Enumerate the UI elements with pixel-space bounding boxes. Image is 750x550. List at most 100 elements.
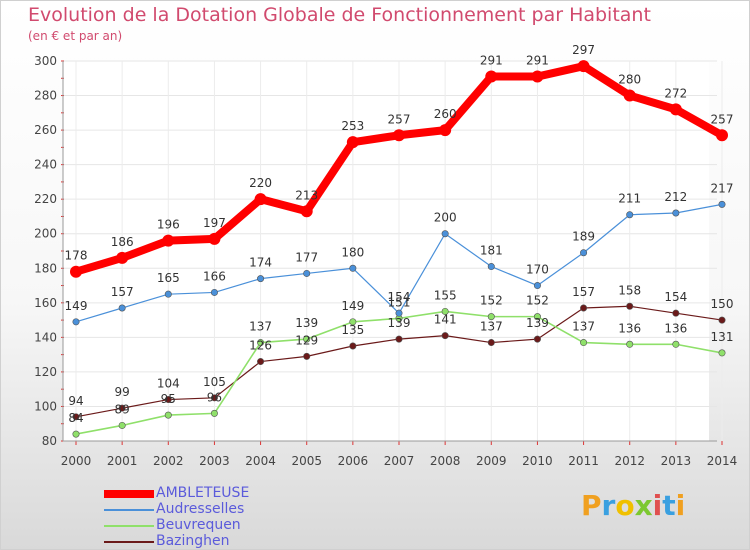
- data-point: [439, 124, 452, 137]
- logo-letter: i: [652, 489, 663, 522]
- data-label: 158: [618, 283, 641, 297]
- data-point: [580, 249, 588, 257]
- data-point: [70, 265, 82, 278]
- data-point: [303, 352, 311, 360]
- data-point: [303, 269, 311, 277]
- data-label: 257: [711, 112, 734, 126]
- data-label: 135: [341, 323, 364, 337]
- data-point: [303, 335, 311, 343]
- data-label: 291: [526, 54, 549, 68]
- data-label: 129: [295, 333, 318, 347]
- data-label: 96: [207, 390, 222, 404]
- data-point: [116, 251, 129, 264]
- data-point: [672, 209, 680, 217]
- y-tick-label: 120: [34, 365, 57, 379]
- legend-label: Beuvrequen: [156, 517, 241, 533]
- x-tick-label: 2014: [707, 454, 738, 468]
- y-tick-label: 140: [34, 330, 57, 344]
- data-label: 213: [295, 188, 318, 202]
- data-point: [718, 200, 726, 208]
- data-point: [349, 342, 357, 350]
- data-label: 149: [341, 299, 364, 313]
- data-point: [485, 70, 498, 83]
- y-tick-label: 100: [34, 399, 57, 413]
- data-point: [533, 313, 541, 321]
- data-point: [349, 318, 357, 326]
- logo-letter: t: [662, 489, 676, 522]
- data-point: [441, 307, 449, 315]
- legend-swatch: [104, 490, 154, 498]
- data-label: 200: [434, 211, 457, 225]
- data-point: [118, 304, 126, 312]
- x-tick-label: 2010: [522, 454, 553, 468]
- data-label: 139: [295, 316, 318, 330]
- data-label: 253: [341, 119, 364, 133]
- data-label: 137: [572, 320, 595, 334]
- data-label: 220: [249, 176, 272, 190]
- data-point: [257, 339, 265, 347]
- data-label: 152: [526, 294, 549, 308]
- x-tick-label: 2011: [568, 454, 599, 468]
- x-tick-label: 2002: [153, 454, 184, 468]
- data-point: [626, 302, 634, 310]
- y-tick-label: 180: [34, 261, 57, 275]
- data-point: [580, 339, 588, 347]
- data-point: [257, 358, 265, 366]
- data-label: 155: [434, 288, 457, 302]
- data-label: 217: [711, 181, 734, 195]
- data-point: [580, 304, 588, 312]
- legend-label: Audresselles: [156, 501, 245, 517]
- data-point: [300, 205, 313, 218]
- chart-title: Evolution de la Dotation Globale de Fonc…: [28, 4, 651, 26]
- data-point: [533, 282, 541, 290]
- data-label: 154: [664, 290, 687, 304]
- data-label: 157: [111, 285, 134, 299]
- x-tick-label: 2008: [430, 454, 461, 468]
- logo-letter: P: [581, 489, 602, 522]
- y-tick-label: 280: [34, 89, 57, 103]
- data-point: [395, 335, 403, 343]
- data-label: 196: [157, 218, 180, 232]
- y-tick-label: 160: [34, 296, 57, 310]
- data-label: 136: [664, 321, 687, 335]
- data-point: [577, 60, 590, 73]
- x-tick-label: 2003: [199, 454, 230, 468]
- y-tick-label: 300: [34, 54, 57, 68]
- y-tick-label: 200: [34, 227, 57, 241]
- data-label: 152: [480, 294, 503, 308]
- data-label: 94: [68, 394, 83, 408]
- data-label: 141: [434, 313, 457, 327]
- data-point: [718, 349, 726, 357]
- data-point: [623, 89, 636, 102]
- data-point: [164, 411, 172, 419]
- data-label: 150: [711, 297, 734, 311]
- data-label: 177: [295, 250, 318, 264]
- data-label: 104: [157, 377, 180, 391]
- y-tick-label: 260: [34, 123, 57, 137]
- data-point: [257, 275, 265, 283]
- logo-letter: i: [675, 489, 686, 522]
- data-point: [395, 309, 403, 317]
- logo-letter: r: [601, 489, 616, 522]
- data-point: [533, 335, 541, 343]
- plot-area: [63, 61, 709, 441]
- data-point: [626, 340, 634, 348]
- data-point: [718, 316, 726, 324]
- data-point: [72, 413, 80, 421]
- legend-swatch: [104, 541, 154, 543]
- data-point: [487, 313, 495, 321]
- data-label: 84: [68, 411, 83, 425]
- logo-letter: x: [634, 489, 653, 522]
- data-label: 170: [526, 263, 549, 277]
- data-label: 99: [115, 385, 130, 399]
- data-label: 212: [664, 190, 687, 204]
- data-point: [254, 193, 267, 206]
- data-label: 197: [203, 216, 226, 230]
- data-label: 105: [203, 375, 226, 389]
- x-tick-label: 2000: [61, 454, 92, 468]
- data-label: 89: [115, 402, 130, 416]
- data-point: [349, 264, 357, 272]
- data-label: 149: [65, 299, 88, 313]
